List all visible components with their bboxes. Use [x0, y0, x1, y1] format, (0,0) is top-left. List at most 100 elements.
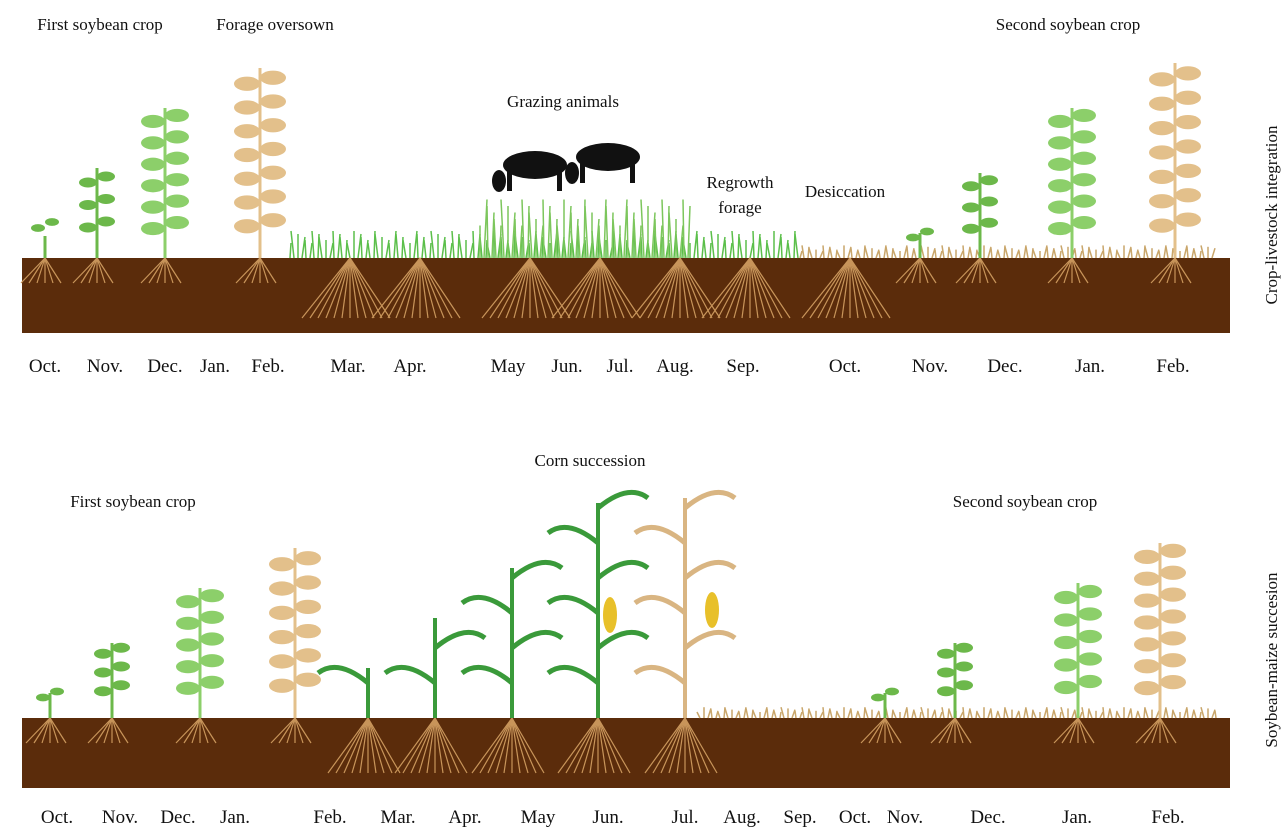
- grass: [486, 240, 487, 258]
- grass: [1215, 711, 1216, 718]
- leaf: [112, 643, 130, 653]
- leaf: [176, 638, 200, 651]
- corn-leaf: [685, 492, 735, 508]
- grass: [683, 200, 684, 259]
- grass: [1212, 710, 1215, 718]
- leaf: [1134, 659, 1160, 673]
- grass: [892, 710, 893, 718]
- leaf: [1175, 188, 1201, 202]
- leaf: [165, 109, 189, 122]
- leaf: [112, 662, 130, 672]
- grass: [725, 240, 726, 258]
- leaf: [1149, 218, 1175, 232]
- cow: [557, 165, 562, 191]
- grass: [876, 250, 879, 258]
- grass: [865, 247, 868, 258]
- month-label: Dec.: [160, 807, 195, 828]
- grass: [800, 251, 802, 258]
- grass: [858, 712, 860, 718]
- grass: [760, 237, 762, 258]
- grass: [851, 248, 852, 258]
- month-label: Dec.: [970, 807, 1005, 828]
- grass: [1159, 251, 1160, 258]
- leaf: [260, 213, 286, 227]
- grass: [963, 707, 964, 718]
- grass: [1116, 250, 1117, 258]
- leaf: [1175, 66, 1201, 80]
- grass: [1005, 708, 1008, 718]
- leaf: [1054, 636, 1078, 649]
- month-label: Aug.: [656, 356, 693, 378]
- grass: [669, 243, 670, 258]
- leaf: [176, 617, 200, 630]
- leaf: [1048, 115, 1072, 128]
- leaf: [920, 228, 934, 236]
- corn-leaf: [512, 632, 562, 648]
- leaf: [97, 172, 115, 182]
- grass: [710, 243, 711, 258]
- grass: [788, 243, 790, 258]
- leaf: [962, 224, 980, 234]
- grass: [774, 711, 776, 718]
- leaf: [94, 686, 112, 696]
- grass: [1080, 712, 1082, 718]
- grass: [1136, 250, 1138, 258]
- leaf: [200, 611, 224, 624]
- corn-ear: [705, 592, 719, 628]
- leaf: [36, 694, 50, 702]
- grass: [1172, 710, 1173, 718]
- grass: [1060, 712, 1061, 718]
- month-label: Oct.: [839, 807, 871, 828]
- grass: [585, 240, 586, 258]
- grass: [907, 708, 908, 718]
- leaf: [141, 136, 165, 149]
- grass: [386, 240, 389, 258]
- corn-leaf: [635, 527, 685, 543]
- grass: [1016, 250, 1019, 258]
- grass: [430, 243, 431, 258]
- corn-leaf: [548, 667, 598, 683]
- grass: [711, 710, 712, 718]
- leaf: [937, 686, 955, 696]
- cow: [565, 162, 579, 184]
- side-label: Soybean-maize succesion: [1262, 572, 1282, 747]
- grass: [912, 710, 914, 718]
- grass: [310, 243, 312, 258]
- leaf: [980, 218, 998, 228]
- leaf: [141, 115, 165, 128]
- leaf: [97, 217, 115, 227]
- grass: [795, 711, 796, 718]
- grass: [960, 712, 963, 718]
- leaf: [1048, 136, 1072, 149]
- leaf: [885, 688, 899, 696]
- month-label: Nov.: [87, 356, 123, 378]
- month-label: Sep.: [783, 807, 816, 828]
- grass: [1194, 711, 1196, 718]
- grass: [450, 243, 452, 258]
- leaf: [1160, 587, 1186, 601]
- month-label: Jul.: [672, 807, 699, 828]
- leaf: [234, 148, 260, 162]
- leaf: [1054, 658, 1078, 671]
- grass: [802, 707, 804, 718]
- leaf: [937, 649, 955, 659]
- cow: [580, 157, 585, 183]
- leaf: [1149, 97, 1175, 111]
- grass: [914, 711, 916, 718]
- grass: [627, 206, 628, 258]
- corn-leaf: [635, 667, 685, 683]
- grass: [1116, 711, 1117, 718]
- grass: [752, 710, 753, 718]
- leaf: [79, 223, 97, 233]
- month-label: Sep.: [726, 356, 759, 378]
- grass: [1082, 707, 1084, 718]
- leaf: [1160, 544, 1186, 558]
- leaf: [260, 71, 286, 85]
- grass: [1072, 710, 1075, 718]
- grass: [886, 247, 888, 258]
- grass: [739, 712, 740, 718]
- grass: [1089, 248, 1092, 258]
- leaf: [176, 595, 200, 608]
- grass: [1138, 251, 1140, 258]
- annotation: Second soybean crop: [996, 15, 1140, 35]
